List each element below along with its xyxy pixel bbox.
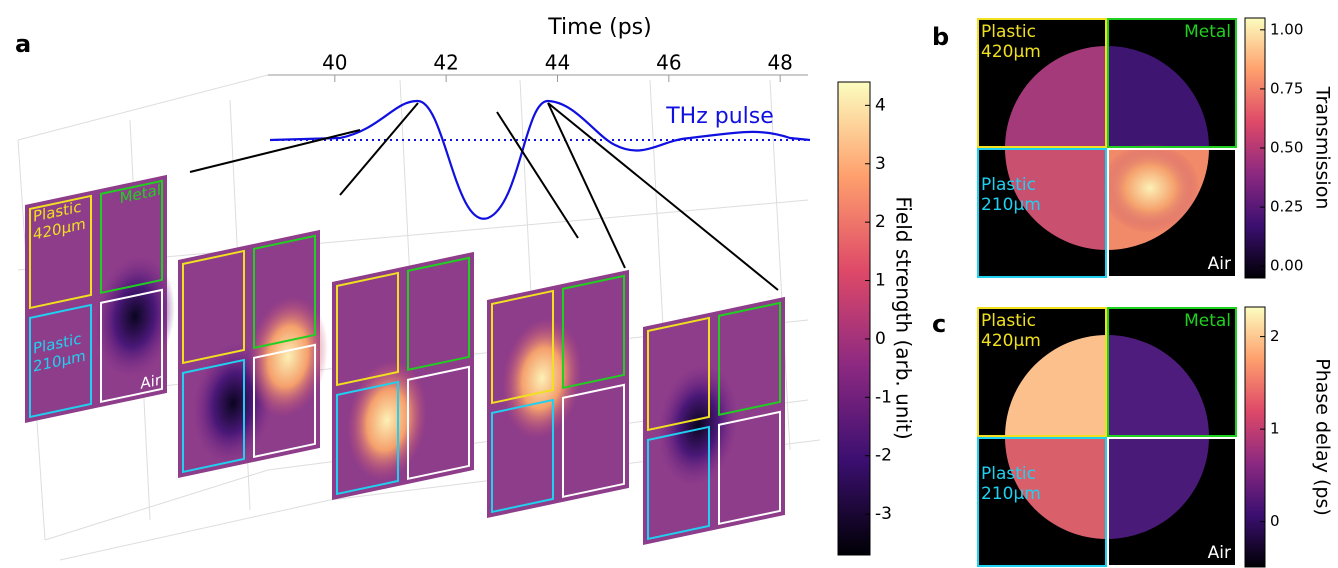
region-box — [407, 256, 470, 372]
x-tick-label: 42 — [433, 51, 458, 75]
region-box — [562, 383, 625, 499]
colorbar-ticks: 4 3 2 1 0 -1 -2 -3 — [865, 95, 892, 524]
region-box — [407, 365, 470, 481]
region-box — [718, 410, 781, 526]
region-box — [29, 194, 92, 310]
region-box — [647, 316, 710, 432]
frame — [332, 251, 474, 500]
blob — [95, 256, 175, 378]
colorbar-tick-label: 1.00 — [1270, 20, 1303, 38]
colorbar-tick-label: 4 — [875, 95, 886, 115]
region-box — [977, 307, 1107, 437]
region-box — [100, 288, 163, 404]
region-box — [182, 249, 245, 365]
region-box — [253, 234, 316, 350]
colorbar-tick-label: 0 — [1270, 512, 1280, 530]
colorbar-tick-label: 2 — [1270, 327, 1280, 345]
region-box — [977, 437, 1107, 567]
region-label: Plastic — [981, 22, 1036, 42]
region-box — [1107, 18, 1237, 148]
colorbar-tick-label: 0.00 — [1270, 257, 1303, 275]
x-tick-label: 40 — [322, 51, 347, 75]
region-label: 420μm — [981, 42, 1041, 62]
colorbar-tick-label: 1 — [1270, 420, 1280, 438]
region-box — [977, 148, 1107, 278]
colorbar-tick-label: -1 — [875, 387, 892, 407]
x-tick-label: 46 — [656, 51, 681, 75]
region-label: Metal — [1184, 311, 1231, 331]
colorbar-tick-label: -3 — [875, 504, 892, 524]
disk — [1005, 46, 1209, 250]
region-box — [1107, 437, 1237, 567]
frame — [643, 296, 785, 545]
region-label: Plastic — [981, 311, 1036, 331]
region-label: 210μm — [981, 195, 1041, 215]
region-box — [491, 398, 554, 514]
region-box — [29, 303, 92, 419]
blob — [1100, 143, 1200, 233]
region-box — [1107, 307, 1237, 437]
region-label: Air — [1208, 543, 1231, 563]
pulse-label: THz pulse — [665, 104, 774, 129]
region-box — [491, 289, 554, 405]
colorbar — [1244, 306, 1266, 568]
x-tick-label: 48 — [767, 51, 792, 75]
colorbar-title: Phase delay (ps) — [1312, 358, 1334, 516]
colorbar-title: Transmission — [1312, 86, 1334, 210]
region-label: Air — [140, 371, 161, 393]
frame — [178, 229, 328, 478]
colorbar-ticks: 1.00 0.75 0.50 0.25 0.00 — [1260, 20, 1303, 275]
region-label: Plastic — [981, 464, 1036, 484]
region-label: 210μm — [981, 484, 1041, 504]
region-box — [336, 380, 399, 496]
region-box — [1107, 148, 1237, 278]
axis-title: Time (ps) — [547, 15, 651, 40]
x-tick-label: 44 — [545, 51, 570, 75]
region-box — [562, 274, 625, 390]
region-label: 420μm — [981, 331, 1041, 351]
region-box — [336, 271, 399, 387]
panel-label: b — [932, 23, 949, 51]
panel-label: a — [15, 30, 31, 58]
region-label: Metal — [1184, 22, 1231, 42]
pulse — [189, 99, 811, 291]
colorbar-tick-label: 0.25 — [1270, 198, 1303, 216]
frame — [487, 269, 629, 518]
region-box — [182, 358, 245, 474]
colorbar — [837, 81, 871, 556]
region-label: Air — [1208, 254, 1231, 274]
colorbar-title: Field strength (arb. unit) — [892, 196, 916, 439]
colorbar-ticks: 2 1 0 — [1260, 327, 1280, 530]
panel-label: c — [932, 310, 946, 338]
region-box — [718, 301, 781, 417]
colorbar-tick-label: 0 — [875, 329, 886, 349]
region-box — [977, 18, 1107, 148]
colorbar-tick-label: 0.50 — [1270, 139, 1303, 157]
region-box — [647, 425, 710, 541]
region-label: Plastic — [981, 175, 1036, 195]
colorbar-tick-label: 3 — [875, 154, 886, 174]
colorbar-tick-label: 0.75 — [1270, 79, 1303, 97]
blob — [248, 296, 328, 418]
colorbar-tick-label: -2 — [875, 446, 892, 466]
colorbar-tick-label: 1 — [875, 271, 886, 291]
region-box — [100, 179, 163, 295]
region-box — [253, 343, 316, 459]
colorbar-tick-label: 2 — [875, 212, 886, 232]
